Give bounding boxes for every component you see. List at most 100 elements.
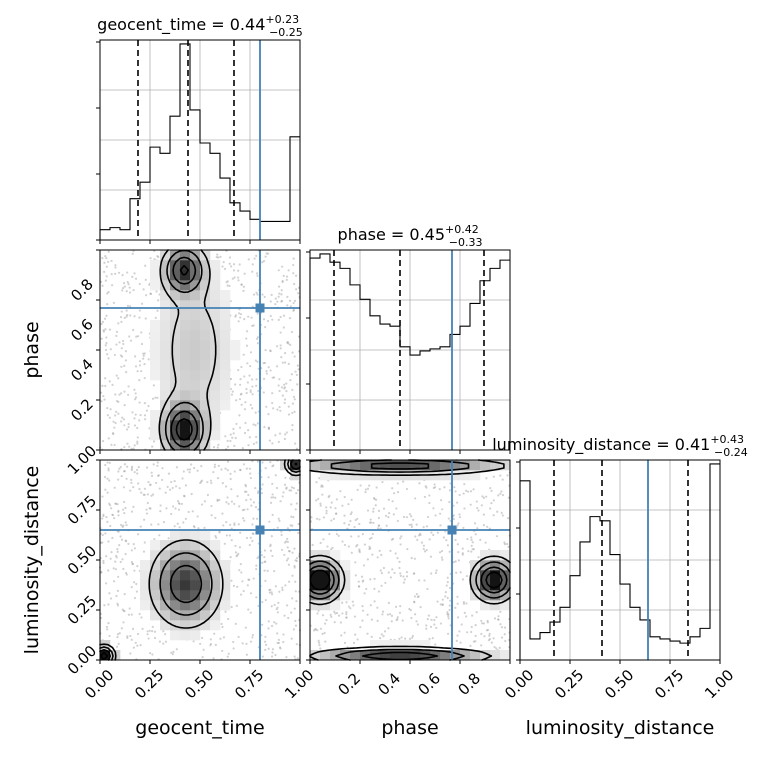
sample-point	[103, 317, 107, 320]
sample-point	[242, 289, 245, 292]
sample-point	[316, 612, 319, 615]
sample-point	[226, 445, 230, 448]
density-cell	[170, 620, 181, 631]
sample-point	[130, 468, 133, 472]
density-cell	[420, 640, 431, 651]
sample-point	[239, 593, 243, 596]
sample-point	[424, 485, 427, 488]
sample-point	[283, 401, 286, 405]
sample-point	[293, 547, 296, 550]
sample-point	[377, 590, 381, 593]
sample-point	[287, 362, 290, 365]
sample-point	[210, 481, 213, 485]
sample-point	[412, 518, 415, 521]
sample-point	[282, 314, 286, 317]
density-cell	[490, 590, 501, 601]
sample-point	[441, 603, 444, 606]
sample-point	[164, 633, 167, 636]
sample-point	[99, 391, 103, 394]
density-cell	[320, 580, 331, 591]
sample-point	[182, 470, 185, 473]
sample-point	[199, 480, 203, 483]
sample-point	[377, 516, 380, 520]
sample-point	[285, 275, 289, 278]
density-cell	[320, 470, 331, 481]
y-tick-label: 0.2	[67, 395, 97, 425]
density-cell	[190, 600, 201, 611]
sample-point	[159, 510, 162, 513]
sample-point	[100, 400, 103, 403]
density-cell	[200, 350, 211, 361]
sample-point	[396, 616, 399, 619]
density-cell	[170, 570, 181, 581]
sample-point	[115, 374, 118, 377]
sample-point	[413, 595, 417, 598]
sample-point	[262, 318, 266, 321]
sample-point	[268, 591, 271, 594]
sample-point	[246, 381, 249, 384]
density-cell	[210, 310, 221, 321]
sample-point	[237, 279, 240, 282]
sample-point	[200, 479, 204, 482]
density-cell	[180, 340, 191, 351]
sample-point	[506, 542, 509, 546]
sample-point	[110, 507, 113, 510]
sample-point	[296, 383, 299, 386]
sample-point	[121, 525, 124, 528]
sample-point	[341, 601, 344, 604]
sample-point	[120, 347, 123, 350]
sample-point	[235, 604, 238, 607]
sample-point	[275, 345, 279, 348]
sample-point	[120, 538, 124, 541]
density-cell	[160, 590, 171, 601]
sample-point	[474, 623, 477, 627]
density-cell	[180, 250, 191, 261]
sample-point	[480, 644, 483, 647]
sample-point	[420, 541, 424, 544]
sample-point	[476, 527, 479, 530]
sample-point	[117, 478, 120, 481]
sample-point	[247, 444, 250, 447]
sample-point	[504, 639, 507, 643]
sample-point	[103, 604, 106, 607]
sample-point	[186, 468, 189, 471]
sample-point	[264, 560, 267, 563]
contour-line	[164, 249, 204, 451]
sample-point	[105, 555, 108, 558]
sample-point	[276, 641, 279, 645]
sample-point	[227, 502, 230, 505]
sample-point	[269, 545, 272, 548]
sample-point	[294, 274, 298, 277]
sample-point	[105, 516, 108, 519]
sample-point	[136, 426, 139, 430]
sample-point	[251, 393, 254, 396]
sample-point	[474, 533, 477, 536]
sample-point	[243, 318, 246, 321]
sample-point	[127, 283, 130, 286]
sample-point	[111, 513, 114, 516]
sample-point	[128, 305, 132, 308]
sample-point	[354, 561, 357, 564]
sample-point	[373, 497, 376, 501]
sample-point	[501, 493, 505, 497]
sample-point	[343, 522, 346, 525]
sample-point	[362, 564, 366, 567]
sample-point	[192, 640, 195, 643]
sample-point	[243, 408, 247, 411]
sample-point	[134, 355, 137, 358]
density-cell	[190, 430, 201, 441]
sample-point	[222, 524, 225, 527]
sample-point	[283, 387, 286, 390]
sample-point	[114, 568, 117, 571]
sample-point	[116, 550, 119, 554]
density-cell	[400, 460, 411, 471]
sample-point	[289, 305, 292, 308]
density-cell	[180, 620, 191, 631]
sample-point	[106, 292, 109, 295]
sample-point	[416, 595, 419, 599]
sample-point	[151, 653, 154, 656]
truth-marker	[255, 525, 265, 535]
sample-point	[225, 281, 228, 284]
sample-point	[475, 500, 478, 503]
sample-point	[122, 486, 125, 489]
